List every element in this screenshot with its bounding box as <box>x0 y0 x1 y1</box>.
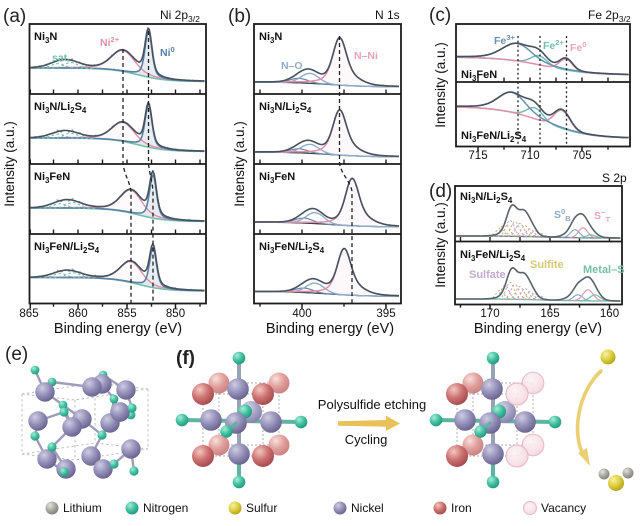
svg-text:Ni3N/Li2S4: Ni3N/Li2S4 <box>460 191 513 205</box>
svg-text:Ni3FeN/Li2S4: Ni3FeN/Li2S4 <box>461 130 527 144</box>
svg-text:S−T: S−T <box>594 208 610 224</box>
svg-text:855: 855 <box>117 308 136 320</box>
svg-text:Iron: Iron <box>451 501 472 515</box>
svg-text:N–O: N–O <box>281 60 303 72</box>
svg-text:Intensity (a.u.): Intensity (a.u.) <box>232 121 247 207</box>
svg-text:Ni3FeN: Ni3FeN <box>461 69 497 83</box>
svg-text:Intensity (a.u.): Intensity (a.u.) <box>433 42 448 128</box>
svg-text:Nitrogen: Nitrogen <box>143 501 188 515</box>
svg-text:Ni 2p3/2: Ni 2p3/2 <box>160 8 200 24</box>
svg-text:(e): (e) <box>5 344 28 365</box>
svg-text:sat.: sat. <box>52 52 70 64</box>
svg-text:Cycling: Cycling <box>345 432 388 447</box>
svg-text:Polysulfide etching: Polysulfide etching <box>318 397 426 412</box>
svg-text:Fe3+: Fe3+ <box>494 33 515 47</box>
svg-text:Binding energy (eV): Binding energy (eV) <box>474 321 602 337</box>
svg-text:Binding energy (eV): Binding energy (eV) <box>266 321 394 337</box>
svg-text:S0B: S0B <box>554 207 571 223</box>
svg-text:(c): (c) <box>429 5 451 26</box>
svg-text:Fe 2p3/2: Fe 2p3/2 <box>588 8 631 24</box>
svg-text:Ni3FeN: Ni3FeN <box>259 171 295 185</box>
svg-text:Binding energy (eV): Binding energy (eV) <box>54 321 182 337</box>
svg-text:Intensity (a.u.): Intensity (a.u.) <box>2 121 17 207</box>
svg-text:710: 710 <box>520 150 539 162</box>
svg-text:Ni3N: Ni3N <box>34 31 57 45</box>
svg-text:Intensity (a.u.): Intensity (a.u.) <box>433 202 448 288</box>
svg-text:Sulfur: Sulfur <box>246 501 277 515</box>
svg-text:Ni3N/Li2S4: Ni3N/Li2S4 <box>34 101 87 115</box>
svg-text:170: 170 <box>480 308 499 320</box>
svg-text:(a): (a) <box>3 6 26 27</box>
svg-text:Ni2+: Ni2+ <box>100 35 120 49</box>
svg-text:865: 865 <box>19 308 38 320</box>
svg-text:395: 395 <box>376 308 395 320</box>
svg-text:Ni3N: Ni3N <box>259 31 282 45</box>
svg-text:N–Ni: N–Ni <box>354 50 378 62</box>
svg-text:Ni3FeN: Ni3FeN <box>34 171 70 185</box>
svg-text:400: 400 <box>292 308 311 320</box>
svg-text:Ni3FeN/Li2S4: Ni3FeN/Li2S4 <box>34 241 100 255</box>
svg-text:Ni3N/Li2S4: Ni3N/Li2S4 <box>259 101 312 115</box>
svg-text:165: 165 <box>540 308 559 320</box>
svg-text:Sulfate: Sulfate <box>469 269 506 281</box>
svg-text:Nickel: Nickel <box>351 501 384 515</box>
svg-text:S 2p: S 2p <box>602 171 627 185</box>
svg-text:Vacancy: Vacancy <box>541 501 586 515</box>
svg-text:(f): (f) <box>176 348 195 369</box>
svg-text:(d): (d) <box>429 181 452 202</box>
svg-text:705: 705 <box>572 150 591 162</box>
svg-text:860: 860 <box>68 308 87 320</box>
svg-text:Fe2+: Fe2+ <box>543 38 564 52</box>
svg-text:N 1s: N 1s <box>375 8 400 22</box>
svg-text:Ni0: Ni0 <box>160 45 175 59</box>
svg-text:Ni3FeN/Li2S4: Ni3FeN/Li2S4 <box>460 249 526 263</box>
svg-text:(b): (b) <box>228 6 251 27</box>
svg-text:715: 715 <box>468 150 487 162</box>
svg-text:850: 850 <box>166 308 185 320</box>
svg-text:Fe0: Fe0 <box>570 40 587 54</box>
svg-text:Metal–S: Metal–S <box>583 264 625 276</box>
svg-text:Sulfite: Sulfite <box>530 259 564 271</box>
svg-text:Ni3FeN/Li2S4: Ni3FeN/Li2S4 <box>259 241 325 255</box>
svg-text:Lithium: Lithium <box>63 501 102 515</box>
svg-text:160: 160 <box>600 308 619 320</box>
